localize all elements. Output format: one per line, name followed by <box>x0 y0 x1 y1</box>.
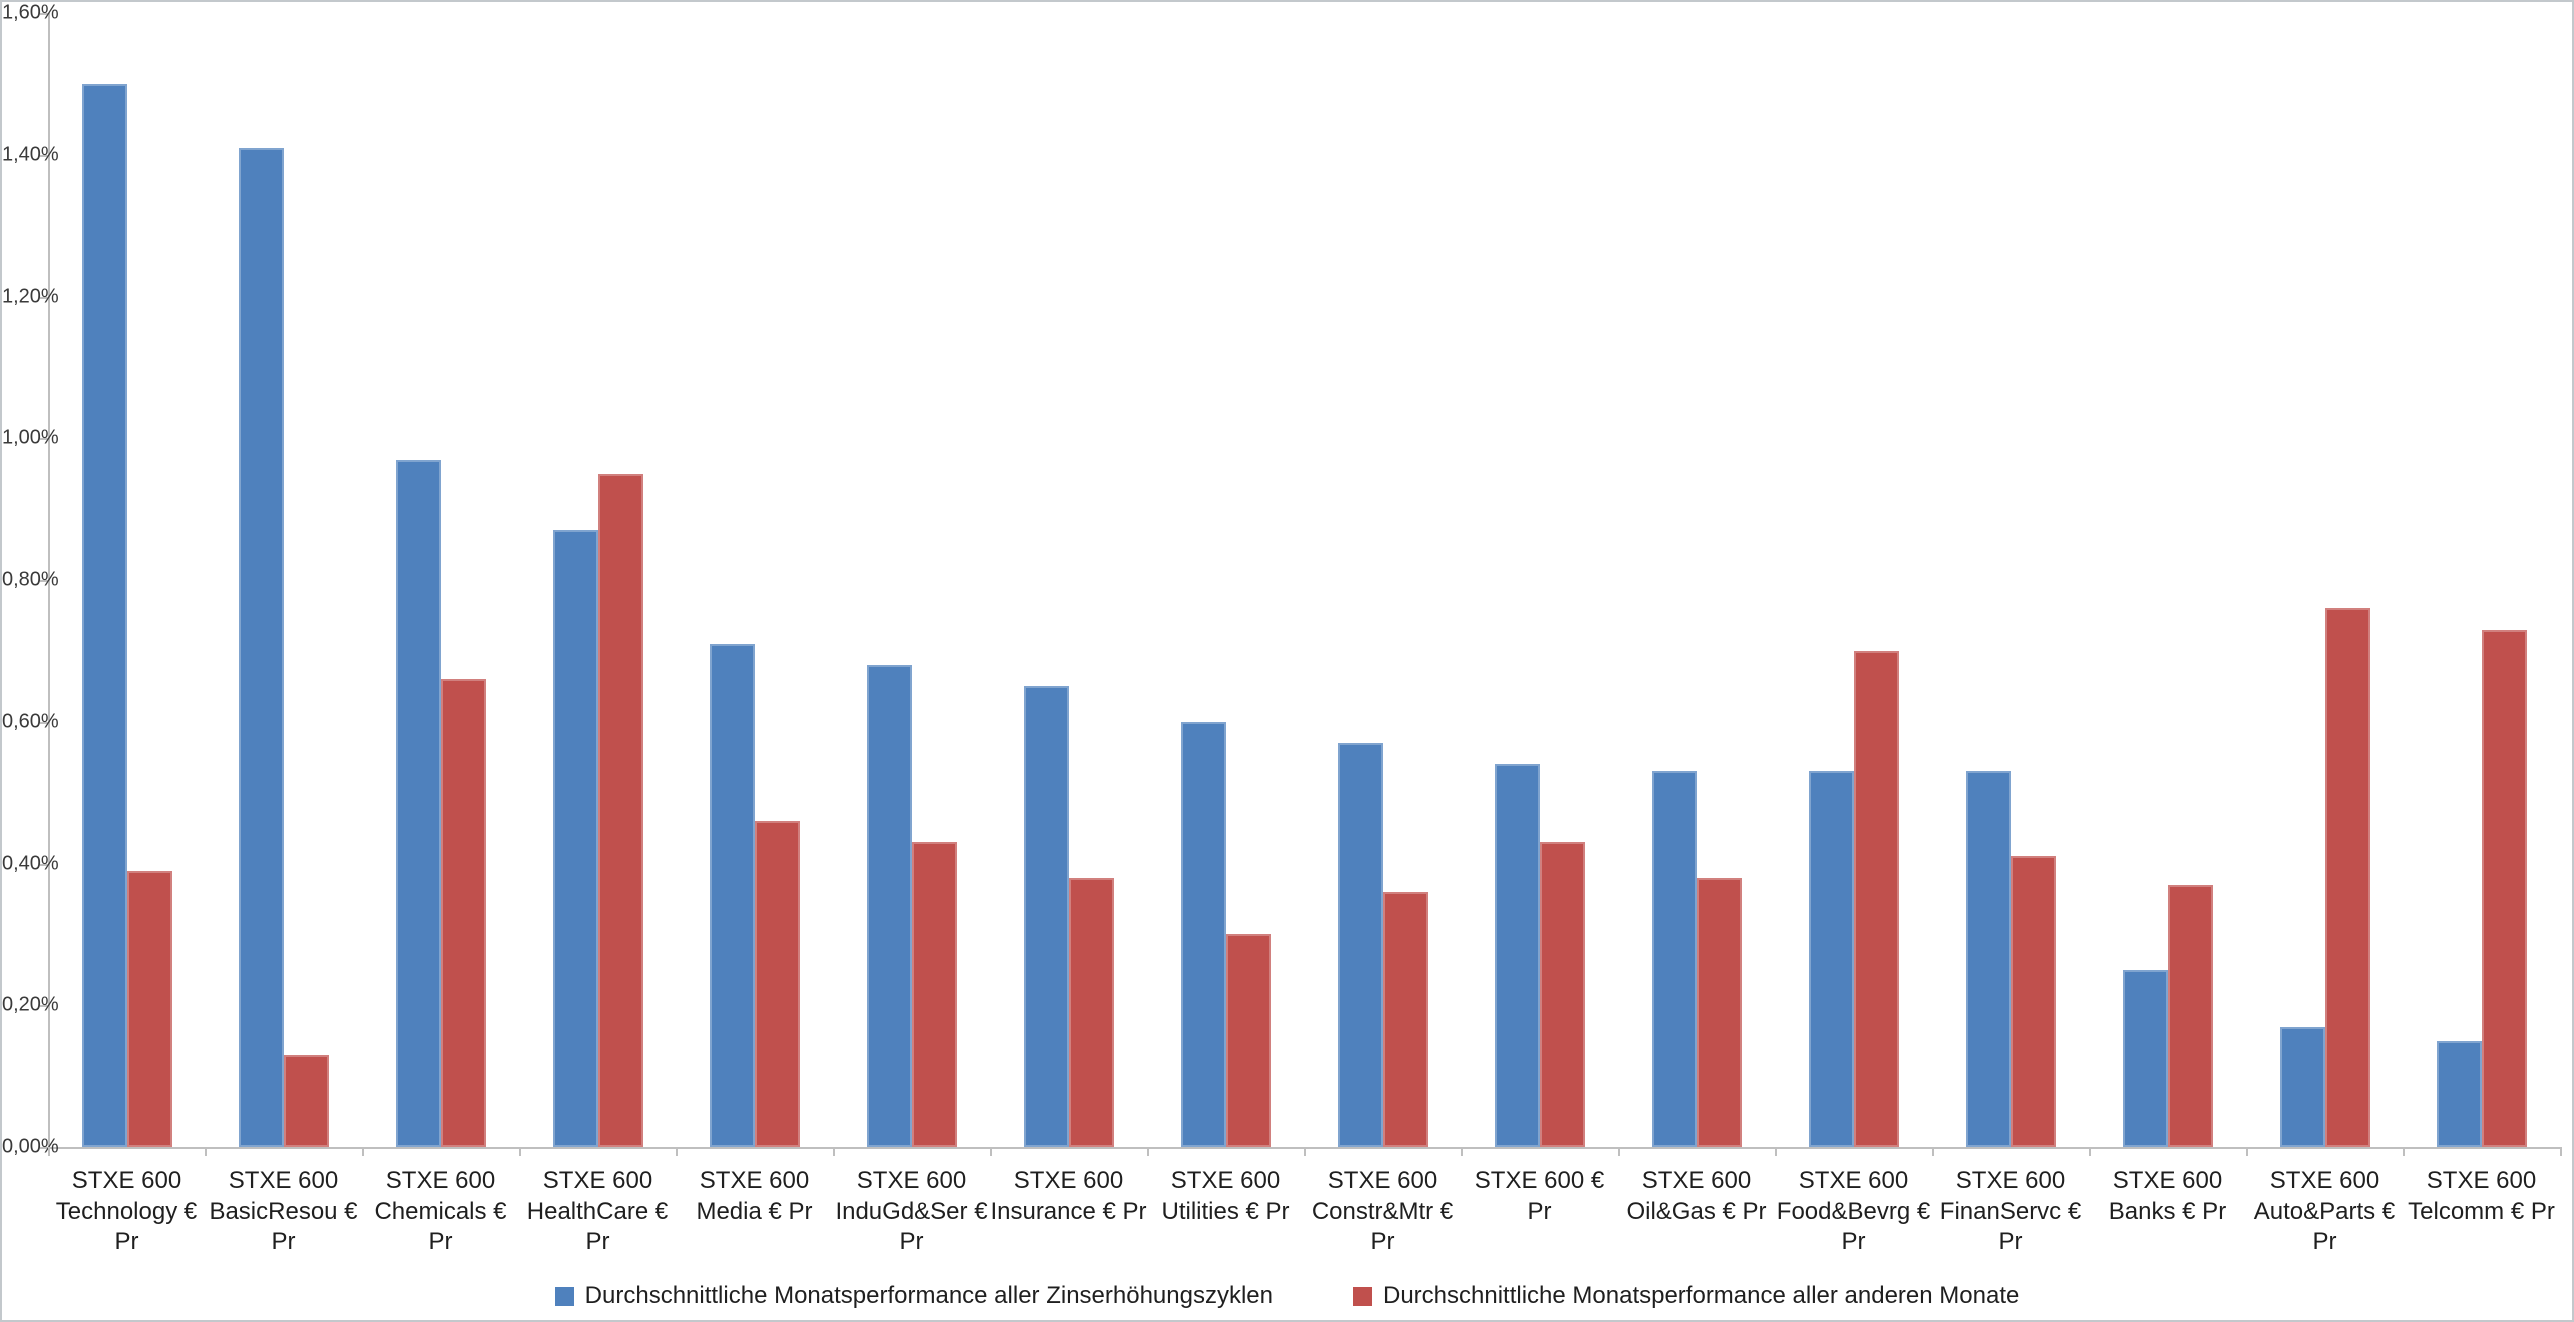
bar <box>552 530 598 1147</box>
x-axis-category-label: STXE 600 HealthCare € Pr <box>526 1167 669 1256</box>
bar <box>709 643 755 1147</box>
x-axis-category-label: STXE 600 Insurance € Pr <box>990 1167 1147 1225</box>
bar <box>126 870 172 1147</box>
x-axis-category-label: STXE 600 Banks € Pr <box>2108 1167 2227 1225</box>
bar <box>1337 743 1383 1147</box>
x-axis-category-label: STXE 600 Chemicals € Pr <box>374 1167 507 1256</box>
bar <box>238 147 284 1147</box>
y-axis-tick <box>40 863 48 866</box>
bar <box>597 473 643 1147</box>
y-axis-tick <box>40 154 48 157</box>
bar <box>911 842 957 1147</box>
legend-entry: Durchschnittliche Monatsperformance alle… <box>1353 1282 2019 1310</box>
x-axis-tick <box>1618 1147 1620 1156</box>
y-axis-tick-label: 0,80% <box>2 568 59 591</box>
bar <box>395 459 441 1147</box>
x-axis-category-label: STXE 600 Constr&Mtr € Pr <box>1311 1167 1454 1256</box>
bar <box>2436 1040 2482 1147</box>
x-axis-category-label: STXE 600 Media € Pr <box>696 1167 813 1225</box>
bar <box>1180 721 1226 1148</box>
x-axis-tick <box>676 1147 678 1156</box>
x-axis-category-label: STXE 600 Auto&Parts € Pr <box>2253 1167 2396 1256</box>
x-axis-tick <box>2089 1147 2091 1156</box>
y-axis-tick <box>40 580 48 582</box>
y-axis-tick <box>40 1005 48 1008</box>
y-axis-tick <box>40 721 48 724</box>
x-axis-category-label: STXE 600 Utilities € Pr <box>1161 1167 1290 1225</box>
y-axis-tick-label: 0,40% <box>2 852 59 874</box>
bar <box>754 821 800 1147</box>
legend-label: Durchschnittliche Monatsperformance alle… <box>1383 1282 2020 1309</box>
bar <box>2279 1026 2325 1147</box>
x-axis-category-label: STXE 600 € Pr <box>1474 1167 1605 1225</box>
x-axis-category-label: STXE 600 FinanServc € Pr <box>1939 1167 2082 1256</box>
y-axis-tick-label: 1,60% <box>2 1 59 24</box>
x-axis-tick <box>519 1147 521 1156</box>
y-axis-tick <box>40 296 48 299</box>
bar <box>1494 764 1540 1147</box>
bar <box>440 679 486 1147</box>
bar <box>2324 608 2370 1147</box>
x-axis-category-label: STXE 600 Technology € Pr <box>55 1167 198 1256</box>
bar <box>1539 842 1585 1147</box>
bar <box>2481 629 2527 1147</box>
x-axis-tick <box>1775 1147 1777 1156</box>
bar <box>2122 969 2168 1147</box>
y-axis-tick-label: 1,20% <box>2 285 59 307</box>
bar <box>1696 877 1742 1147</box>
x-axis-tick <box>362 1147 364 1156</box>
x-axis-category-label: STXE 600 Food&Bevrg € Pr <box>1776 1167 1931 1256</box>
x-axis-category-label: STXE 600 Telcomm € Pr <box>2408 1167 2555 1225</box>
x-axis-tick <box>1304 1147 1306 1156</box>
legend-label: Durchschnittliche Monatsperformance alle… <box>584 1282 1273 1309</box>
y-axis-tick-label: 0,60% <box>2 710 59 733</box>
x-axis-category-label: STXE 600 Oil&Gas € Pr <box>1626 1167 1767 1225</box>
y-axis-tick <box>40 1147 48 1149</box>
bar <box>1382 891 1428 1147</box>
x-axis-category-label: STXE 600 BasicResou € Pr <box>209 1167 358 1256</box>
x-axis-tick <box>1932 1147 1934 1156</box>
bar <box>1068 877 1114 1147</box>
bar <box>1023 686 1069 1147</box>
legend-swatch-icon <box>554 1286 574 1306</box>
y-axis-line <box>48 13 50 1148</box>
x-axis-tick <box>2246 1147 2248 1156</box>
x-axis-tick <box>1461 1147 1463 1156</box>
legend: Durchschnittliche Monatsperformance alle… <box>2 1282 2572 1310</box>
bar <box>283 1054 329 1147</box>
bar <box>1808 771 1854 1147</box>
x-axis-tick <box>1147 1147 1149 1156</box>
x-axis-tick <box>2403 1147 2405 1156</box>
y-axis-tick-label: 1,40% <box>2 143 59 166</box>
y-axis-tick-label: 0,00% <box>2 1135 59 1158</box>
bar <box>866 665 912 1147</box>
x-axis-tick <box>990 1147 992 1156</box>
x-axis-tick <box>2560 1147 2562 1156</box>
legend-swatch-icon <box>1353 1286 1372 1306</box>
bar <box>1651 771 1697 1147</box>
x-axis-category-label: STXE 600 InduGd&Ser € Pr <box>835 1167 988 1256</box>
bar <box>1965 771 2011 1147</box>
legend-entry: Durchschnittliche Monatsperformance alle… <box>554 1282 1273 1310</box>
x-axis-tick <box>48 1147 50 1156</box>
y-axis-tick <box>40 13 48 15</box>
bar <box>81 83 127 1147</box>
y-axis-tick <box>40 438 48 441</box>
y-axis-tick-label: 1,00% <box>2 426 59 449</box>
y-axis-tick-label: 0,20% <box>2 993 59 1016</box>
bar <box>2167 884 2213 1147</box>
bar <box>1853 650 1899 1147</box>
x-axis-tick <box>205 1147 207 1156</box>
x-axis-tick <box>833 1147 835 1156</box>
bar <box>2010 856 2056 1147</box>
bar <box>1225 934 1271 1147</box>
